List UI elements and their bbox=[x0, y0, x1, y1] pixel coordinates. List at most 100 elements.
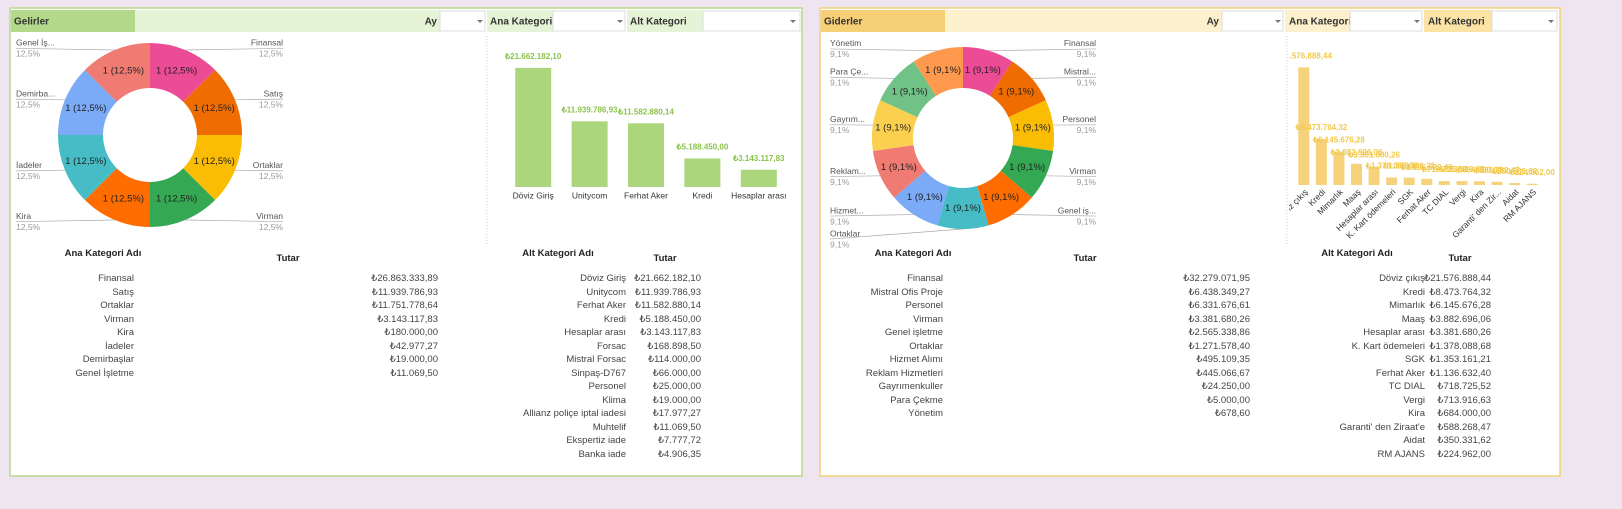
table-cell: Kredi bbox=[1402, 286, 1425, 298]
slice-label: 1 (12,5%) bbox=[156, 65, 197, 76]
pie-slice bbox=[183, 69, 242, 135]
dropdown[interactable] bbox=[1491, 10, 1558, 32]
table-cell: Genel İşletme bbox=[75, 367, 134, 379]
header-cell bbox=[135, 10, 440, 32]
leader-line bbox=[829, 175, 881, 177]
leader-line bbox=[988, 48, 1097, 52]
filter-label: Ay bbox=[425, 17, 438, 28]
pie-percent-label: 9,1% bbox=[830, 239, 850, 249]
dropdown[interactable] bbox=[552, 10, 626, 32]
pie-percent-label: 9,1% bbox=[830, 49, 850, 59]
bar-value-label: ₺1.378.088,68 bbox=[1365, 162, 1418, 171]
table-cell: ₺11.751.778,64 bbox=[371, 300, 438, 311]
header-cell bbox=[627, 10, 703, 32]
slice-label: 1 (9,1%) bbox=[892, 86, 928, 97]
table-cell: Sinpaş-D767 bbox=[571, 367, 626, 379]
table-cell: ₺26.863.333,89 bbox=[371, 273, 438, 284]
bar bbox=[684, 158, 721, 187]
pie-slice bbox=[1008, 100, 1054, 151]
pie-slice bbox=[937, 185, 989, 229]
x-tick-label: Hesaplar arası bbox=[731, 190, 786, 200]
bar bbox=[740, 169, 777, 187]
pie-slice bbox=[84, 168, 150, 227]
table-cell: ₺21.576.888,44 bbox=[1424, 273, 1491, 284]
dropdown[interactable] bbox=[439, 10, 486, 32]
pie-slice bbox=[990, 61, 1046, 118]
bar-value-label: ₺5.188.450,00 bbox=[675, 143, 728, 152]
pie-legend-label: Hizmet... bbox=[830, 205, 864, 215]
leader-line bbox=[15, 219, 115, 223]
table-cell: Virman bbox=[913, 313, 943, 325]
bar-value-label: ₺588.268,47 bbox=[1474, 166, 1521, 175]
pie-percent-label: 12,5% bbox=[16, 171, 41, 181]
pie-percent-label: 9,1% bbox=[1077, 125, 1097, 135]
table-cell: Hesaplar arası bbox=[564, 327, 626, 338]
bar-value-label: ₺8.473.764,32 bbox=[1294, 123, 1347, 132]
pie-slice bbox=[977, 170, 1032, 226]
leader-line bbox=[15, 98, 66, 101]
x-tick-label: Döviz Giriş bbox=[513, 190, 554, 200]
bar-value-label: ₺3.882.696,06 bbox=[1330, 148, 1383, 157]
filter-label: Ana Kategori bbox=[490, 17, 552, 28]
table-cell: ₺6.145.676,28 bbox=[1429, 300, 1491, 311]
column-header: Ana Kategori Adı bbox=[874, 248, 952, 259]
pie-legend-label: Ortaklar bbox=[830, 228, 860, 238]
dropdown-arrow bbox=[477, 20, 483, 23]
bar bbox=[1526, 183, 1538, 185]
pie-slice bbox=[58, 69, 117, 135]
table-cell: ₺114.000,00 bbox=[648, 354, 701, 365]
pie-percent-label: 9,1% bbox=[1077, 49, 1097, 59]
table-cell: ₺19.000,00 bbox=[389, 354, 438, 365]
bar bbox=[1333, 151, 1345, 185]
panel-title: Giderler bbox=[824, 17, 862, 28]
pie-legend-label: Genel İş... bbox=[16, 38, 55, 48]
pie-percent-label: 12,5% bbox=[16, 49, 41, 59]
table-cell: ₺66.000,00 bbox=[652, 367, 701, 379]
slice-label: 1 (9,1%) bbox=[1015, 122, 1051, 133]
panel-title: Gelirler bbox=[14, 17, 49, 28]
leader-line bbox=[234, 169, 284, 172]
table-cell: ₺17.977,27 bbox=[652, 408, 701, 419]
pie-legend-label: Ortaklar bbox=[253, 160, 283, 170]
x-tick-label: Kredi bbox=[692, 190, 712, 200]
pie-legend-label: Yönetim bbox=[830, 38, 861, 48]
column-header: Tutar bbox=[1073, 253, 1097, 264]
dropdown[interactable] bbox=[1221, 10, 1284, 32]
table-cell: Aidat bbox=[1403, 435, 1425, 446]
table-cell: ₺3.143.117,83 bbox=[377, 313, 438, 325]
table-cell: Mistral Ofis Proje bbox=[870, 286, 943, 298]
dropdown[interactable] bbox=[702, 10, 801, 32]
table-cell: ₺713.916,63 bbox=[1437, 394, 1491, 406]
leader-line bbox=[185, 219, 284, 223]
table-cell: ₺3.381.680,26 bbox=[1188, 313, 1250, 325]
table-cell: Hesaplar arası bbox=[1363, 327, 1425, 338]
table-cell: Ferhat Aker bbox=[1375, 367, 1425, 379]
table-cell: Gayrımenkuller bbox=[878, 381, 943, 392]
table-cell: ₺11.939.786,93 bbox=[371, 286, 438, 298]
table-cell: ₺495.109,35 bbox=[1196, 354, 1250, 365]
table-cell: Demirbaşlar bbox=[82, 354, 134, 365]
column-header: Alt Kategori Adı bbox=[1321, 248, 1393, 259]
bar bbox=[1474, 181, 1485, 185]
pie-legend-label: Virman bbox=[1069, 166, 1096, 176]
bar-value-label: ₺6.145.676,28 bbox=[1312, 136, 1365, 145]
pie-legend-label: Gayrım... bbox=[830, 114, 865, 124]
bar-value-label: ₺11.582.880,14 bbox=[617, 107, 674, 116]
pie-percent-label: 9,1% bbox=[830, 177, 850, 187]
table-cell: ₺180.000,00 bbox=[384, 327, 438, 338]
table-cell: ₺350.331,62 bbox=[1437, 435, 1491, 446]
x-tick-label: Unitycom bbox=[572, 190, 607, 200]
dropdown[interactable] bbox=[1349, 10, 1423, 32]
table-cell: Mistral Forsac bbox=[566, 354, 626, 365]
column-header: Alt Kategori Adı bbox=[522, 248, 594, 259]
pie-percent-label: 12,5% bbox=[259, 222, 284, 232]
pie-slice bbox=[150, 168, 216, 227]
pie-legend-label: Genel iş... bbox=[1058, 205, 1096, 215]
bar bbox=[1491, 181, 1503, 185]
bar-value-label: ₺713.916,63 bbox=[1438, 165, 1485, 174]
table-cell: Reklam Hizmetleri bbox=[865, 367, 943, 379]
header-cell bbox=[945, 10, 1222, 32]
pie-percent-label: 12,5% bbox=[16, 99, 41, 109]
table-cell: Mimarlık bbox=[1389, 300, 1425, 311]
table-cell: ₺19.000,00 bbox=[652, 394, 701, 406]
